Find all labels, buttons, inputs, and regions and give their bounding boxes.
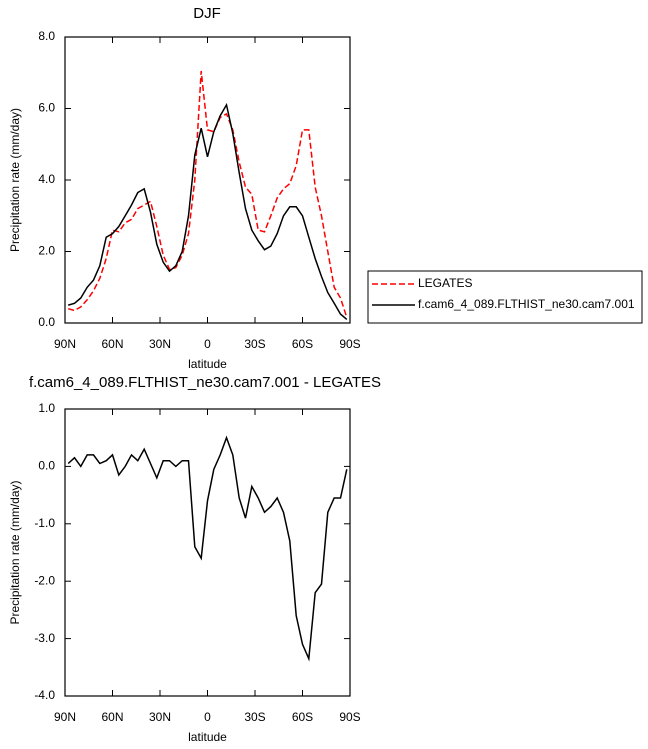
plot-frame	[64, 36, 351, 324]
x-axis-label: latitude	[188, 730, 227, 744]
x-axis-label: latitude	[188, 357, 227, 371]
y-tick-label: 2.0	[38, 244, 55, 258]
x-tick-label: 0	[204, 337, 211, 351]
y-tick-label: 4.0	[38, 172, 55, 186]
legend-box	[367, 270, 643, 324]
chart-title: f.cam6_4_089.FLTHIST_ne30.cam7.001 - LEG…	[29, 374, 381, 391]
y-tick-label: 6.0	[38, 101, 55, 115]
x-tick-label: 60S	[292, 337, 313, 351]
x-tick-label: 30S	[244, 710, 265, 724]
y-axis-label: Precipitation rate (mm/day)	[8, 480, 22, 624]
data-line	[67, 435, 348, 662]
x-tick-label: 30S	[244, 337, 265, 351]
chart-title: DJF	[193, 5, 221, 22]
legend-label: LEGATES	[418, 276, 472, 290]
x-tick-label: 60N	[101, 710, 123, 724]
x-tick-label: 90S	[339, 710, 360, 724]
x-tick-label: 60N	[101, 337, 123, 351]
y-tick-label: 0.0	[38, 315, 55, 329]
data-line	[67, 70, 348, 318]
legend-label: f.cam6_4_089.FLTHIST_ne30.cam7.001	[418, 297, 635, 311]
y-tick-label: 1.0	[38, 401, 55, 415]
x-tick-label: 30N	[149, 337, 171, 351]
x-tick-label: 90S	[339, 337, 360, 351]
plot-frame	[64, 408, 351, 697]
y-tick-label: -3.0	[34, 631, 55, 645]
x-tick-label: 0	[204, 710, 211, 724]
x-tick-label: 30N	[149, 710, 171, 724]
x-tick-label: 90N	[54, 710, 76, 724]
y-axis-label: Precipitation rate (mm/day)	[8, 108, 22, 252]
y-tick-label: -4.0	[34, 688, 55, 702]
y-tick-label: -1.0	[34, 516, 55, 530]
x-tick-label: 90N	[54, 337, 76, 351]
y-tick-label: 0.0	[38, 459, 55, 473]
data-line	[67, 102, 348, 320]
y-tick-label: -2.0	[34, 573, 55, 587]
x-tick-label: 60S	[292, 710, 313, 724]
y-tick-label: 8.0	[38, 29, 55, 43]
